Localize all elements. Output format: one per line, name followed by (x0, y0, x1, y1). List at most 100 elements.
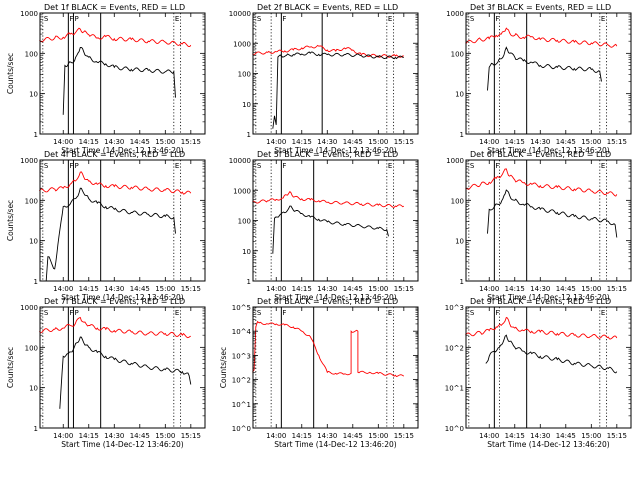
plot-frame (465, 12, 632, 135)
panel-title: Det 8f BLACK = Events, RED = LLD (257, 297, 398, 306)
x-tick-label: 14:30 (104, 432, 124, 440)
x-tick-label: 14:15 (505, 138, 525, 146)
x-tick-label: 14:00 (266, 285, 286, 293)
y-tick-label: 100 (238, 71, 251, 79)
events-series-line (272, 51, 404, 129)
y-axis-label: Counts/sec (6, 200, 15, 241)
lld-series-line (252, 190, 405, 208)
time-marker-label: P (74, 15, 78, 23)
y-tick-label: 10^4 (232, 328, 252, 336)
y-axis-label: Counts/sec (219, 347, 228, 388)
x-tick-label: 15:15 (181, 138, 201, 146)
x-tick-label: 14:45 (130, 432, 150, 440)
x-tick-label: 14:15 (292, 432, 312, 440)
y-tick-label: 1000 (233, 40, 251, 48)
y-tick-label: 10^0 (232, 425, 251, 433)
detector-panel-5: Det 5f BLACK = Events, RED = LLD S F E 14:00… (229, 150, 419, 302)
x-tick-label: 14:30 (104, 285, 124, 293)
x-tick-label: 14:15 (505, 432, 525, 440)
y-tick-label: 1 (460, 131, 464, 139)
time-marker-label: E (175, 162, 179, 170)
detector-panel-4: Det 4f BLACK = Events, RED = LLD S F P E 14:0… (6, 150, 206, 302)
y-tick-label: 100 (25, 50, 38, 58)
x-tick-label: 14:00 (53, 432, 73, 440)
time-marker-label: F (495, 309, 499, 317)
plot-frame (39, 159, 206, 282)
x-tick-label: 14:00 (53, 138, 73, 146)
time-marker-label: S (44, 309, 49, 317)
x-axis-label: Start Time (14-Dec-12 13:46:20) (274, 146, 396, 155)
y-tick-label: 10^5 (232, 304, 251, 312)
y-tick-label: 1 (34, 278, 38, 286)
y-tick-label: 10^1 (445, 385, 464, 393)
y-axis-label: Counts/sec (6, 53, 15, 94)
x-tick-label: 14:00 (479, 432, 499, 440)
y-tick-label: 10 (455, 238, 464, 246)
time-marker-label: E (388, 15, 392, 23)
x-axis-label: Start Time (14-Dec-12 13:46:20) (487, 146, 609, 155)
lld-series-line (465, 316, 618, 340)
x-tick-label: 14:30 (317, 138, 337, 146)
panel-title: Det 1f BLACK = Events, RED = LLD (44, 3, 185, 12)
x-tick-label: 14:30 (530, 285, 550, 293)
time-marker-label: F (69, 15, 73, 23)
time-marker-label: F (282, 162, 286, 170)
panel-title: Det 3f BLACK = Events, RED = LLD (470, 3, 611, 12)
lld-series-line (39, 316, 192, 339)
x-axis-label: Start Time (14-Dec-12 13:46:20) (61, 146, 183, 155)
x-tick-label: 14:45 (556, 285, 576, 293)
y-tick-label: 10 (29, 238, 38, 246)
time-marker-label: F (69, 309, 73, 317)
time-marker-label: E (388, 309, 392, 317)
x-tick-label: 15:15 (181, 432, 201, 440)
panel-title: Det 2f BLACK = Events, RED = LLD (257, 3, 398, 12)
x-tick-label: 14:30 (530, 138, 550, 146)
x-tick-label: 15:00 (581, 432, 601, 440)
y-tick-label: 10^1 (232, 401, 251, 409)
time-marker-label: P (74, 162, 78, 170)
x-tick-label: 14:15 (292, 138, 312, 146)
time-marker-label: S (470, 309, 475, 317)
y-tick-label: 100 (25, 197, 38, 205)
y-tick-label: 10^3 (232, 352, 251, 360)
events-series-line (487, 46, 602, 91)
x-tick-label: 14:45 (130, 138, 150, 146)
x-tick-label: 14:30 (104, 138, 124, 146)
time-marker-label: P (74, 309, 78, 317)
x-axis-label: Start Time (14-Dec-12 13:46:20) (274, 293, 396, 302)
x-tick-label: 15:15 (607, 138, 627, 146)
x-axis-label: Start Time (14-Dec-12 13:46:20) (61, 293, 183, 302)
x-tick-label: 14:15 (505, 285, 525, 293)
y-tick-label: 100 (451, 50, 464, 58)
x-tick-label: 15:00 (581, 138, 601, 146)
x-tick-label: 14:45 (343, 285, 363, 293)
x-tick-label: 15:00 (155, 138, 175, 146)
events-series-line (59, 336, 192, 409)
x-tick-label: 15:15 (394, 138, 414, 146)
y-tick-label: 10000 (229, 157, 251, 165)
x-tick-label: 14:45 (343, 138, 363, 146)
y-tick-label: 10^0 (445, 425, 464, 433)
time-marker-label: S (470, 162, 475, 170)
time-marker-label: S (44, 15, 49, 23)
detector-panel-3: Det 3f BLACK = Events, RED = LLD S F E 14:00… (446, 3, 632, 155)
time-marker-label: F (495, 162, 499, 170)
x-tick-label: 15:15 (394, 432, 414, 440)
lld-series-line (39, 27, 192, 48)
y-tick-label: 10 (29, 385, 38, 393)
x-axis-label: Start Time (14-Dec-12 13:46:20) (274, 440, 396, 449)
x-tick-label: 14:15 (79, 432, 99, 440)
time-marker-label: E (175, 309, 179, 317)
lld-series-line (465, 168, 618, 197)
y-tick-label: 1000 (233, 187, 251, 195)
plot-frame (39, 306, 206, 429)
x-tick-label: 14:45 (130, 285, 150, 293)
y-tick-label: 1 (34, 131, 38, 139)
y-tick-label: 1 (247, 131, 251, 139)
time-marker-label: F (282, 15, 286, 23)
x-tick-label: 14:15 (292, 285, 312, 293)
panel-title: Det 4f BLACK = Events, RED = LLD (44, 150, 185, 159)
x-tick-label: 15:00 (155, 285, 175, 293)
x-tick-label: 14:30 (530, 432, 550, 440)
y-tick-label: 10 (242, 248, 251, 256)
